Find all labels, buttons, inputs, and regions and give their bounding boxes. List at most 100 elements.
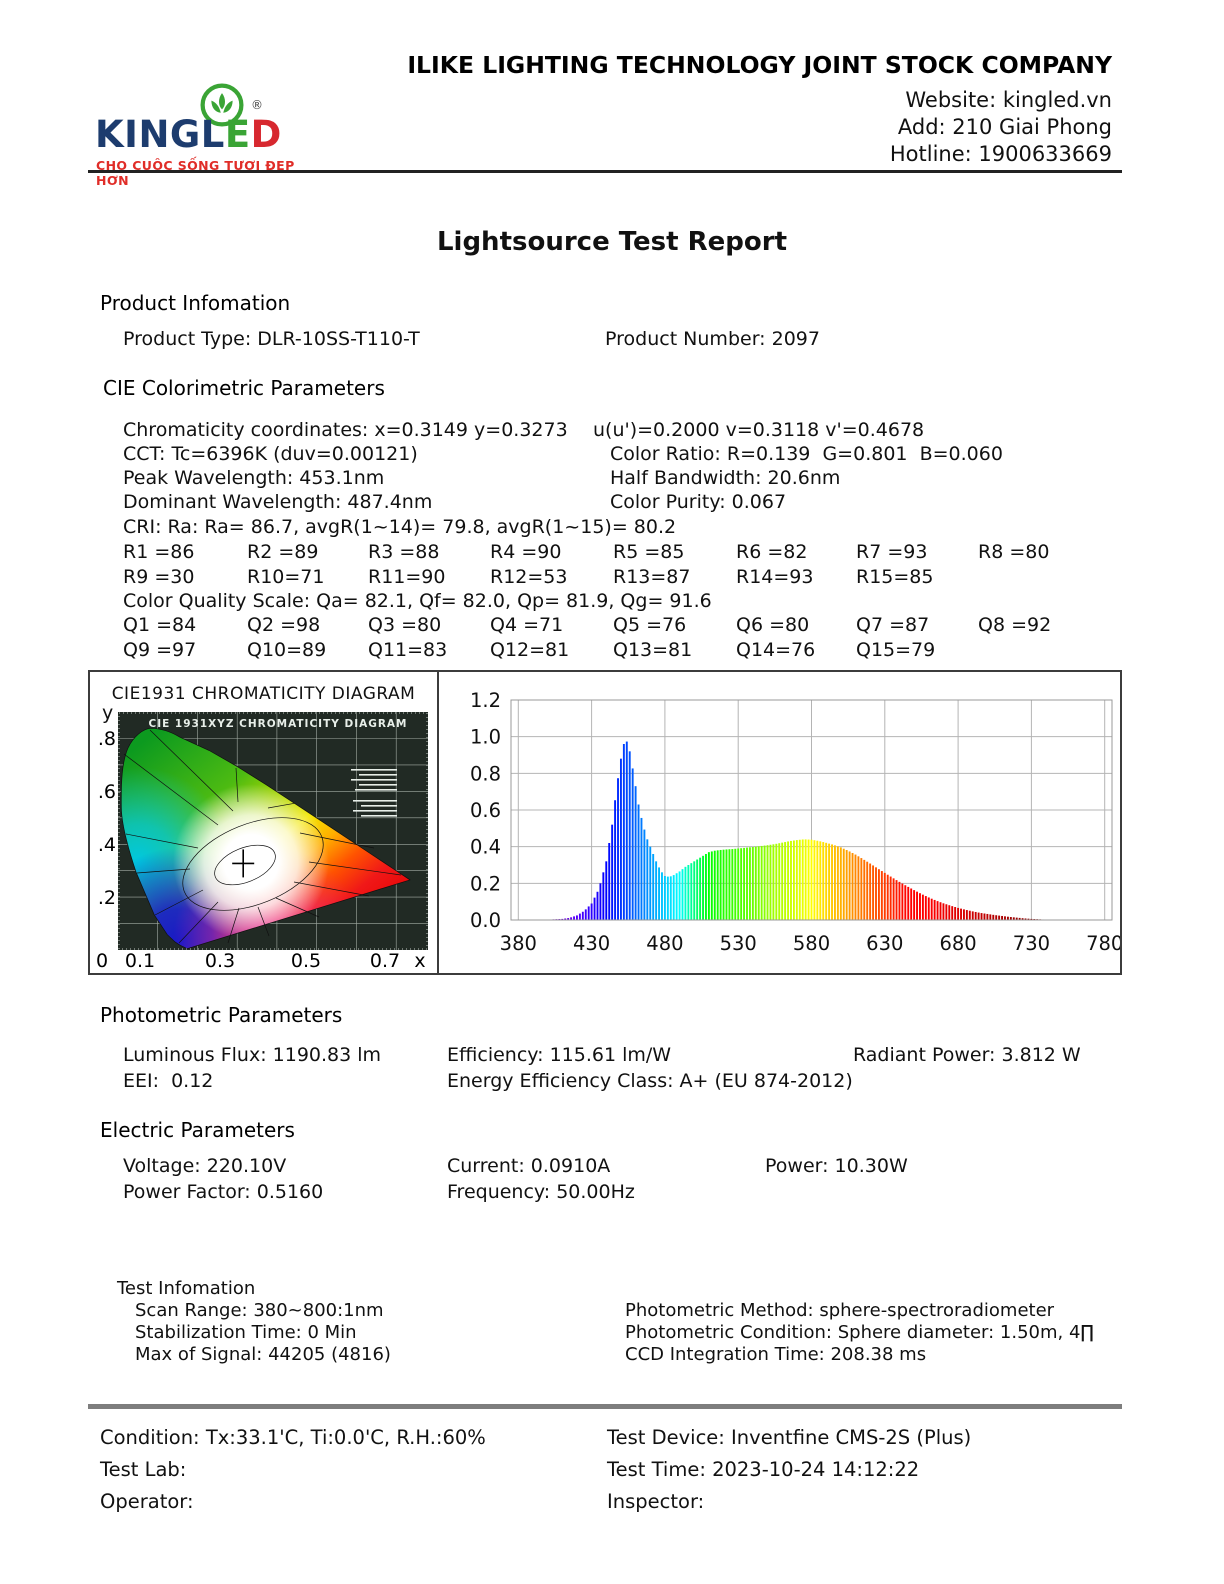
ccd-integration-time: CCD Integration Time: 208.38 ms bbox=[625, 1344, 927, 1365]
brand-wordmark: KINGLED bbox=[95, 116, 282, 153]
chromaticity-coordinates: Chromaticity coordinates: x=0.3149 y=0.3… bbox=[123, 419, 568, 441]
cqs-summary: Color Quality Scale: Qa= 82.1, Qf= 82.0,… bbox=[123, 590, 712, 612]
cri-value: R1 =86 bbox=[123, 541, 195, 563]
efficiency: Efficiency: 115.61 lm/W bbox=[447, 1044, 672, 1066]
peak-wavelength: Peak Wavelength: 453.1nm bbox=[123, 467, 385, 489]
company-header-block: ILIKE LIGHTING TECHNOLOGY JOINT STOCK CO… bbox=[400, 52, 1112, 168]
cqs-value: Q3 =80 bbox=[368, 614, 442, 636]
cie-y-axis-label: y bbox=[102, 702, 114, 724]
energy-efficiency-class: Energy Efficiency Class: A+ (EU 874-2012… bbox=[447, 1070, 853, 1092]
svg-text:630: 630 bbox=[866, 932, 903, 955]
lightbulb-lotus-icon bbox=[200, 83, 244, 127]
photometric-condition: Photometric Condition: Sphere diameter: … bbox=[625, 1322, 1095, 1343]
cie-diagram-title: CIE1931 CHROMATICITY DIAGRAM bbox=[111, 684, 416, 704]
cqs-value: Q1 =84 bbox=[123, 614, 197, 636]
header-rule bbox=[88, 170, 1122, 173]
cqs-value: Q9 =97 bbox=[123, 639, 197, 661]
cri-value: R13=87 bbox=[613, 566, 691, 588]
cqs-value: Q14=76 bbox=[736, 639, 816, 661]
cqs-value: Q2 =98 bbox=[247, 614, 321, 636]
test-device: Test Device: Inventfine CMS-2S (Plus) bbox=[607, 1426, 972, 1449]
cri-value: R4 =90 bbox=[490, 541, 562, 563]
svg-text:530: 530 bbox=[720, 932, 757, 955]
test-condition: Condition: Tx:33.1'C, Ti:0.0'C, R.H.:60% bbox=[100, 1426, 486, 1449]
svg-text:0.8: 0.8 bbox=[470, 762, 501, 785]
test-time: Test Time: 2023-10-24 14:12:22 bbox=[607, 1458, 920, 1481]
svg-text:380: 380 bbox=[500, 932, 537, 955]
cie-diagram-panel: CIE1931 CHROMATICITY DIAGRAM y bbox=[90, 672, 437, 973]
test-lab: Test Lab: bbox=[100, 1458, 187, 1481]
company-address: Add: 210 Giai Phong bbox=[897, 115, 1112, 139]
product-number: Product Number: 2097 bbox=[605, 328, 820, 350]
cqs-value: Q13=81 bbox=[613, 639, 693, 661]
cri-value: R15=85 bbox=[856, 566, 934, 588]
registered-mark: ® bbox=[251, 98, 263, 112]
frequency: Frequency: 50.00Hz bbox=[447, 1181, 635, 1203]
svg-text:0.4: 0.4 bbox=[470, 836, 501, 859]
max-of-signal: Max of Signal: 44205 (4816) bbox=[135, 1344, 391, 1365]
voltage: Voltage: 220.10V bbox=[123, 1155, 287, 1177]
company-website: Website: kingled.vn bbox=[905, 88, 1112, 112]
cqs-value: Q8 =92 bbox=[978, 614, 1052, 636]
luminous-flux: Luminous Flux: 1190.83 lm bbox=[123, 1044, 382, 1066]
svg-text:580: 580 bbox=[793, 932, 830, 955]
current: Current: 0.0910A bbox=[447, 1155, 611, 1177]
cie-heading: CIE Colorimetric Parameters bbox=[103, 376, 385, 400]
kingled-logo: ® KINGLED CHO CUỘC SỐNG TƯƠI ĐẸP HƠN bbox=[95, 82, 325, 188]
spectral-power-distribution-chart: 0.0 0.2 0.4 0.6 0.8 1.0 1.2 380 430 480 530 580 630 6… bbox=[470, 689, 1123, 955]
cqs-value: Q15=79 bbox=[856, 639, 936, 661]
product-info-heading: Product Infomation bbox=[100, 291, 291, 315]
color-region-boundaries bbox=[120, 727, 411, 950]
cie-x-tick: 0.3 bbox=[204, 950, 236, 972]
svg-text:780: 780 bbox=[1086, 932, 1120, 955]
cqs-value: Q12=81 bbox=[490, 639, 570, 661]
radiant-power: Radiant Power: 3.812 W bbox=[853, 1044, 1081, 1066]
cie-x-tick: 0.7 bbox=[369, 950, 401, 972]
half-bandwidth: Half Bandwidth: 20.6nm bbox=[610, 467, 841, 489]
power: Power: 10.30W bbox=[765, 1155, 908, 1177]
cqs-value: Q6 =80 bbox=[736, 614, 810, 636]
stabilization-time: Stabilization Time: 0 Min bbox=[135, 1322, 357, 1343]
cqs-value: Q4 =71 bbox=[490, 614, 564, 636]
photometric-method: Photometric Method: sphere-spectroradiom… bbox=[625, 1300, 1055, 1321]
svg-text:480: 480 bbox=[646, 932, 683, 955]
cct-value: CCT: Tc=6396K (duv=0.00121) bbox=[123, 443, 418, 465]
brand-e: E bbox=[224, 113, 251, 156]
cqs-value: Q7 =87 bbox=[856, 614, 930, 636]
cri-value: R14=93 bbox=[736, 566, 814, 588]
cri-value: R12=53 bbox=[490, 566, 568, 588]
color-ratio: Color Ratio: R=0.139 G=0.801 B=0.060 bbox=[610, 443, 1003, 465]
svg-text:1.0: 1.0 bbox=[470, 726, 501, 749]
svg-text:0.6: 0.6 bbox=[470, 799, 501, 822]
cri-value: R2 =89 bbox=[247, 541, 319, 563]
spectrum-panel: 0.0 0.2 0.4 0.6 0.8 1.0 1.2 380 430 480 530 580 630 6… bbox=[439, 672, 1123, 973]
cqs-value: Q10=89 bbox=[247, 639, 327, 661]
company-name: ILIKE LIGHTING TECHNOLOGY JOINT STOCK CO… bbox=[407, 51, 1112, 79]
cri-summary: CRI: Ra: Ra= 86.7, avgR(1~14)= 79.8, avg… bbox=[123, 516, 677, 538]
photometric-heading: Photometric Parameters bbox=[100, 1003, 343, 1027]
cri-value: R9 =30 bbox=[123, 566, 195, 588]
cie-x-axis-label: x bbox=[414, 950, 426, 972]
dominant-wavelength: Dominant Wavelength: 487.4nm bbox=[123, 491, 433, 513]
cie-y-tick: .8 bbox=[97, 728, 116, 750]
cie-y-tick: .2 bbox=[97, 887, 116, 909]
test-info-heading: Test Infomation bbox=[117, 1278, 256, 1299]
product-type: Product Type: DLR-10SS-T110-T bbox=[123, 328, 420, 350]
svg-text:430: 430 bbox=[573, 932, 610, 955]
cri-value: R8 =80 bbox=[978, 541, 1050, 563]
inspector: Inspector: bbox=[607, 1490, 705, 1513]
cie-inner-title: CIE 1931XYZ CHROMATICITY DIAGRAM bbox=[148, 718, 407, 730]
brand-kingl: KINGL bbox=[95, 113, 225, 156]
svg-text:0.0: 0.0 bbox=[470, 909, 501, 932]
cri-value: R10=71 bbox=[247, 566, 325, 588]
charts-divider bbox=[437, 672, 439, 973]
cie1931-diagram: CIE 1931XYZ CHROMATICITY DIAGRAM bbox=[118, 712, 428, 950]
measured-point-marker bbox=[232, 849, 255, 878]
cie-y-tick: .6 bbox=[97, 781, 116, 803]
electric-heading: Electric Parameters bbox=[100, 1118, 295, 1142]
svg-text:1.2: 1.2 bbox=[470, 689, 501, 712]
cri-value: R7 =93 bbox=[856, 541, 928, 563]
brand-tagline: CHO CUỘC SỐNG TƯƠI ĐẸP HƠN bbox=[96, 158, 295, 188]
uv-coordinates: u(u')=0.2000 v=0.3118 v'=0.4678 bbox=[593, 419, 925, 441]
